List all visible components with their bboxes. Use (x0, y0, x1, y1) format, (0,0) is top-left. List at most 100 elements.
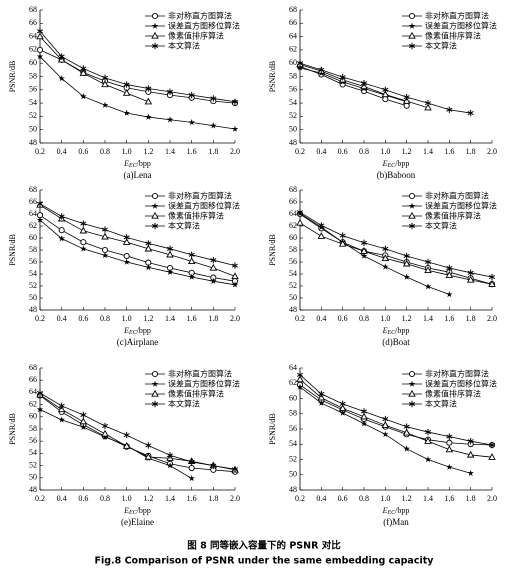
marker-asterisk (188, 251, 195, 258)
marker-triangle (381, 254, 390, 262)
y-tick-label: 64 (29, 209, 37, 218)
y-tick-label: 54 (289, 439, 297, 448)
x-tick-label: 0.4 (316, 314, 326, 323)
x-tick-label: 1.6 (444, 314, 454, 323)
marker-star (58, 416, 65, 423)
y-tick-label: 50 (289, 293, 297, 302)
legend-label: 像素值排序算法 (425, 211, 481, 221)
marker-star (166, 268, 174, 275)
legend-label: 像素值排序算法 (168, 31, 224, 41)
x-label-symbol: E (382, 159, 388, 168)
y-tick-label: 64 (289, 31, 297, 40)
x-tick-label: 1.0 (122, 147, 132, 156)
x-label-subscript: EC (386, 330, 396, 336)
x-tick-label: 1.6 (187, 147, 197, 156)
marker-asterisk (339, 73, 346, 81)
marker-triangle (79, 417, 88, 425)
y-tick-label: 54 (29, 269, 37, 278)
chart-caption: (c)Airplane (117, 337, 158, 347)
marker-asterisk (123, 234, 130, 241)
marker-asterisk (488, 441, 496, 449)
marker-asterisk (58, 402, 65, 410)
series-line (299, 67, 407, 103)
marker-triangle (209, 263, 218, 271)
x-axis-label: EEC/bpp (382, 159, 410, 170)
marker-asterisk (58, 53, 65, 60)
marker-circle (123, 252, 130, 260)
x-tick-label: 0.8 (359, 494, 369, 503)
chart-caption: (f)Man (383, 517, 409, 527)
y-tick-label: 68 (29, 185, 37, 194)
marker-star (80, 93, 87, 100)
marker-triangle (402, 259, 411, 267)
y-axis-label: PSNR/dB (8, 61, 17, 93)
marker-star (446, 463, 453, 470)
marker-asterisk (318, 66, 325, 74)
legend-label: 误差直方图移位算法 (425, 379, 497, 389)
legend-marker (408, 370, 416, 378)
figure-caption-en: Fig.8 Comparison of PSNR under the same … (95, 556, 435, 567)
legend-marker (151, 42, 159, 50)
x-tick-label: 2.0 (230, 147, 240, 156)
series-line (39, 219, 236, 286)
y-tick-label: 68 (289, 5, 297, 14)
y-tick-label: 48 (289, 305, 297, 314)
x-tick-label: 1.8 (208, 147, 218, 156)
marker-star (36, 406, 44, 413)
y-tick-label: 48 (29, 485, 37, 494)
marker-asterisk (210, 462, 217, 469)
y-tick-label: 62 (29, 399, 37, 408)
x-tick-label: 1.2 (143, 147, 153, 156)
x-label-subscript: EC (128, 330, 138, 336)
marker-star (188, 475, 195, 482)
marker-asterisk (382, 415, 389, 423)
y-tick-label: 54 (29, 98, 37, 107)
x-tick-label: 1.0 (380, 494, 390, 503)
marker-star (403, 445, 410, 452)
marker-asterisk (123, 431, 130, 439)
marker-asterisk (145, 240, 152, 247)
y-tick-label: 52 (289, 111, 297, 120)
y-tick-label: 66 (29, 375, 37, 384)
marker-triangle (338, 404, 347, 412)
legend-marker (151, 370, 159, 378)
x-tick-label: 0.8 (100, 314, 110, 323)
y-tick-label: 62 (289, 45, 297, 54)
y-tick-label: 62 (29, 45, 37, 54)
y-tick-label: 52 (289, 281, 297, 290)
x-label-symbol: E (382, 506, 388, 515)
chart-caption: (d)Boat (382, 337, 410, 347)
legend-label: 误差直方图移位算法 (168, 379, 240, 389)
marker-asterisk (210, 95, 217, 102)
legend-label: 误差直方图移位算法 (425, 201, 497, 211)
y-tick-label: 52 (29, 111, 37, 120)
x-tick-label: 1.0 (122, 314, 132, 323)
marker-star (101, 101, 109, 108)
marker-star (467, 469, 474, 476)
x-tick-label: 1.4 (423, 314, 433, 323)
marker-triangle (101, 429, 109, 437)
marker-star (296, 64, 304, 71)
y-tick-label: 58 (289, 71, 297, 80)
x-label-unit: /bpp (137, 326, 151, 335)
legend-marker (408, 222, 416, 230)
x-tick-label: 1.2 (402, 314, 412, 323)
marker-triangle (144, 244, 153, 252)
marker-triangle (424, 266, 432, 274)
y-tick-label: 62 (289, 378, 297, 387)
marker-star (360, 252, 368, 259)
marker-triangle (144, 97, 153, 105)
y-tick-label: 64 (29, 387, 37, 396)
x-tick-label: 1.4 (165, 494, 175, 503)
legend-marker (151, 202, 159, 209)
marker-triangle (445, 271, 454, 278)
y-tick-label: 50 (289, 470, 297, 479)
marker-circle (382, 96, 389, 103)
marker-triangle (402, 96, 411, 104)
series-line (299, 66, 407, 107)
marker-asterisk (36, 389, 44, 397)
y-tick-label: 52 (29, 281, 37, 290)
legend-label: 误差直方图移位算法 (168, 21, 240, 31)
x-tick-label: 0.8 (359, 147, 369, 156)
legend-label: 本文算法 (425, 41, 457, 51)
